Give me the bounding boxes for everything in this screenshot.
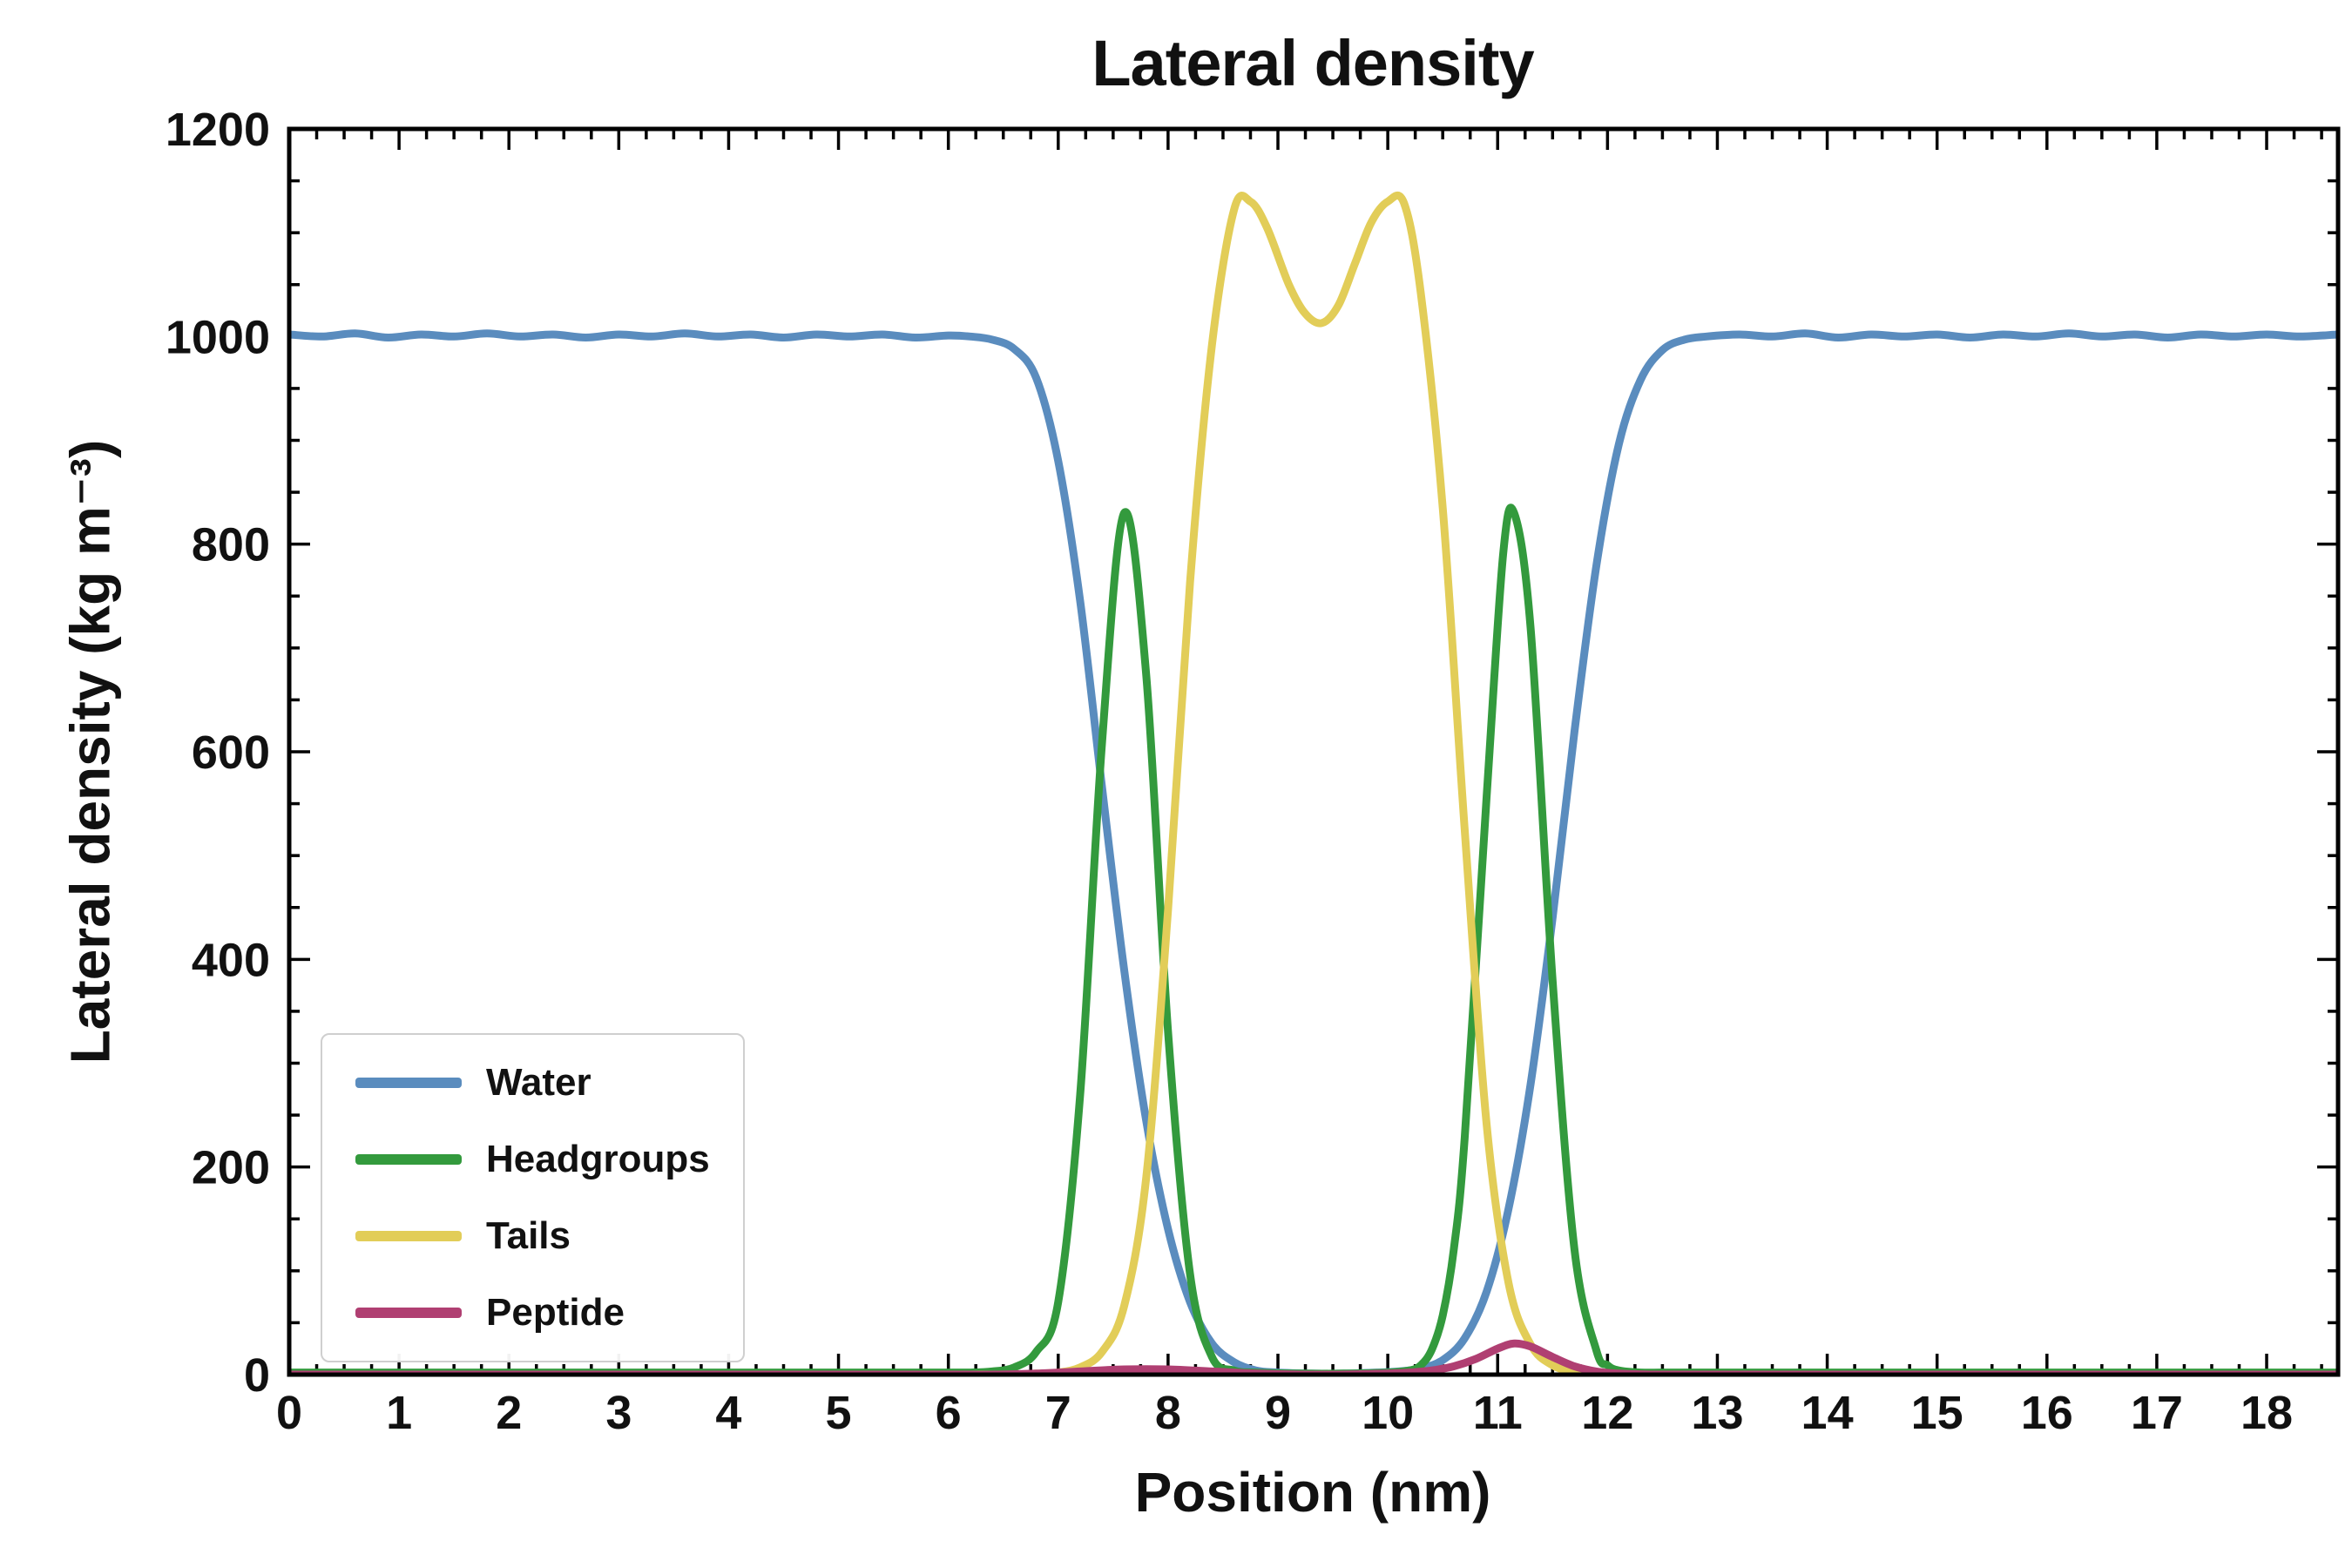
legend-label: Peptide <box>486 1291 625 1334</box>
axes-frame <box>287 126 2341 1377</box>
legend-item-tails: Tails <box>355 1214 710 1258</box>
y-tick-label: 1200 <box>166 104 270 156</box>
chart-title: Lateral density <box>1092 27 1534 99</box>
legend-swatch-peptide <box>355 1308 462 1318</box>
legend-swatch-water <box>355 1078 462 1088</box>
y-tick-label: 200 <box>192 1142 270 1194</box>
x-tick-label: 3 <box>605 1387 632 1439</box>
x-tick-label: 18 <box>2240 1387 2293 1439</box>
legend-label: Water <box>486 1061 591 1104</box>
legend-swatch-tails <box>355 1231 462 1241</box>
tick-labels: 0 1 2 3 4 5 6 7 8 9 10 11 12 13 14 15 16 17 18020040060080… <box>166 104 2293 1439</box>
x-tick-label: 11 <box>1473 1387 1523 1439</box>
y-tick-label: 400 <box>192 934 270 986</box>
x-tick-label: 14 <box>1801 1387 1854 1439</box>
x-tick-label: 0 <box>276 1387 302 1439</box>
y-tick-label: 0 <box>244 1349 270 1402</box>
legend-item-headgroups: Headgroups <box>355 1138 710 1181</box>
y-tick-label: 600 <box>192 727 270 779</box>
legend-item-water: Water <box>355 1061 710 1105</box>
legend-swatch-headgroups <box>355 1154 462 1165</box>
x-tick-label: 7 <box>1045 1387 1071 1439</box>
x-tick-label: 2 <box>496 1387 522 1439</box>
legend-label: Tails <box>486 1214 571 1257</box>
x-tick-label: 10 <box>1362 1387 1414 1439</box>
x-tick-label: 9 <box>1265 1387 1291 1439</box>
y-tick-label: 800 <box>192 519 270 571</box>
legend-label: Headgroups <box>486 1138 710 1180</box>
x-tick-label: 6 <box>936 1387 962 1439</box>
x-tick-label: 8 <box>1155 1387 1181 1439</box>
x-tick-label: 5 <box>826 1387 852 1439</box>
y-axis-label: Lateral density (kg m⁻³) <box>58 439 122 1064</box>
x-tick-label: 4 <box>715 1387 741 1439</box>
x-tick-label: 12 <box>1581 1387 1633 1439</box>
x-axis-label: Position (nm) <box>1134 1461 1491 1524</box>
legend-item-peptide: Peptide <box>355 1291 710 1335</box>
x-tick-label: 13 <box>1691 1387 1743 1439</box>
x-tick-label: 17 <box>2131 1387 2183 1439</box>
x-tick-label: 16 <box>2021 1387 2073 1439</box>
legend: Water Headgroups Tails Peptide <box>321 1033 745 1362</box>
y-tick-label: 1000 <box>166 311 270 363</box>
x-tick-label: 15 <box>1911 1387 1963 1439</box>
x-tick-label: 1 <box>386 1387 412 1439</box>
